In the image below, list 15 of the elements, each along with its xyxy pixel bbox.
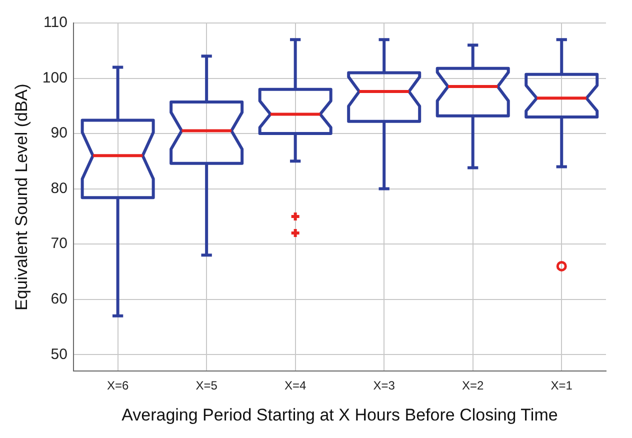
y-tick-label: 110	[44, 14, 68, 32]
x-axis-title: Averaging Period Starting at X Hours Before Closing Time	[122, 405, 558, 424]
y-axis-title: Equivalent Sound Level (dBA)	[12, 84, 31, 311]
x-tick-label: X=4	[284, 378, 306, 393]
x-tick-label: X=5	[196, 378, 218, 393]
y-tick-label: 100	[42, 69, 68, 86]
x-tick-label: X=1	[550, 378, 573, 393]
x-tick-label: X=3	[373, 378, 396, 393]
x-tick-label: X=6	[106, 378, 129, 393]
y-tick-label: 50	[50, 346, 68, 363]
y-tick-label: 60	[50, 290, 68, 308]
y-tick-label: 90	[50, 124, 68, 142]
y-tick-label: 70	[50, 235, 68, 252]
x-tick-label: X=2	[462, 378, 484, 393]
y-tick-label: 80	[50, 180, 68, 197]
